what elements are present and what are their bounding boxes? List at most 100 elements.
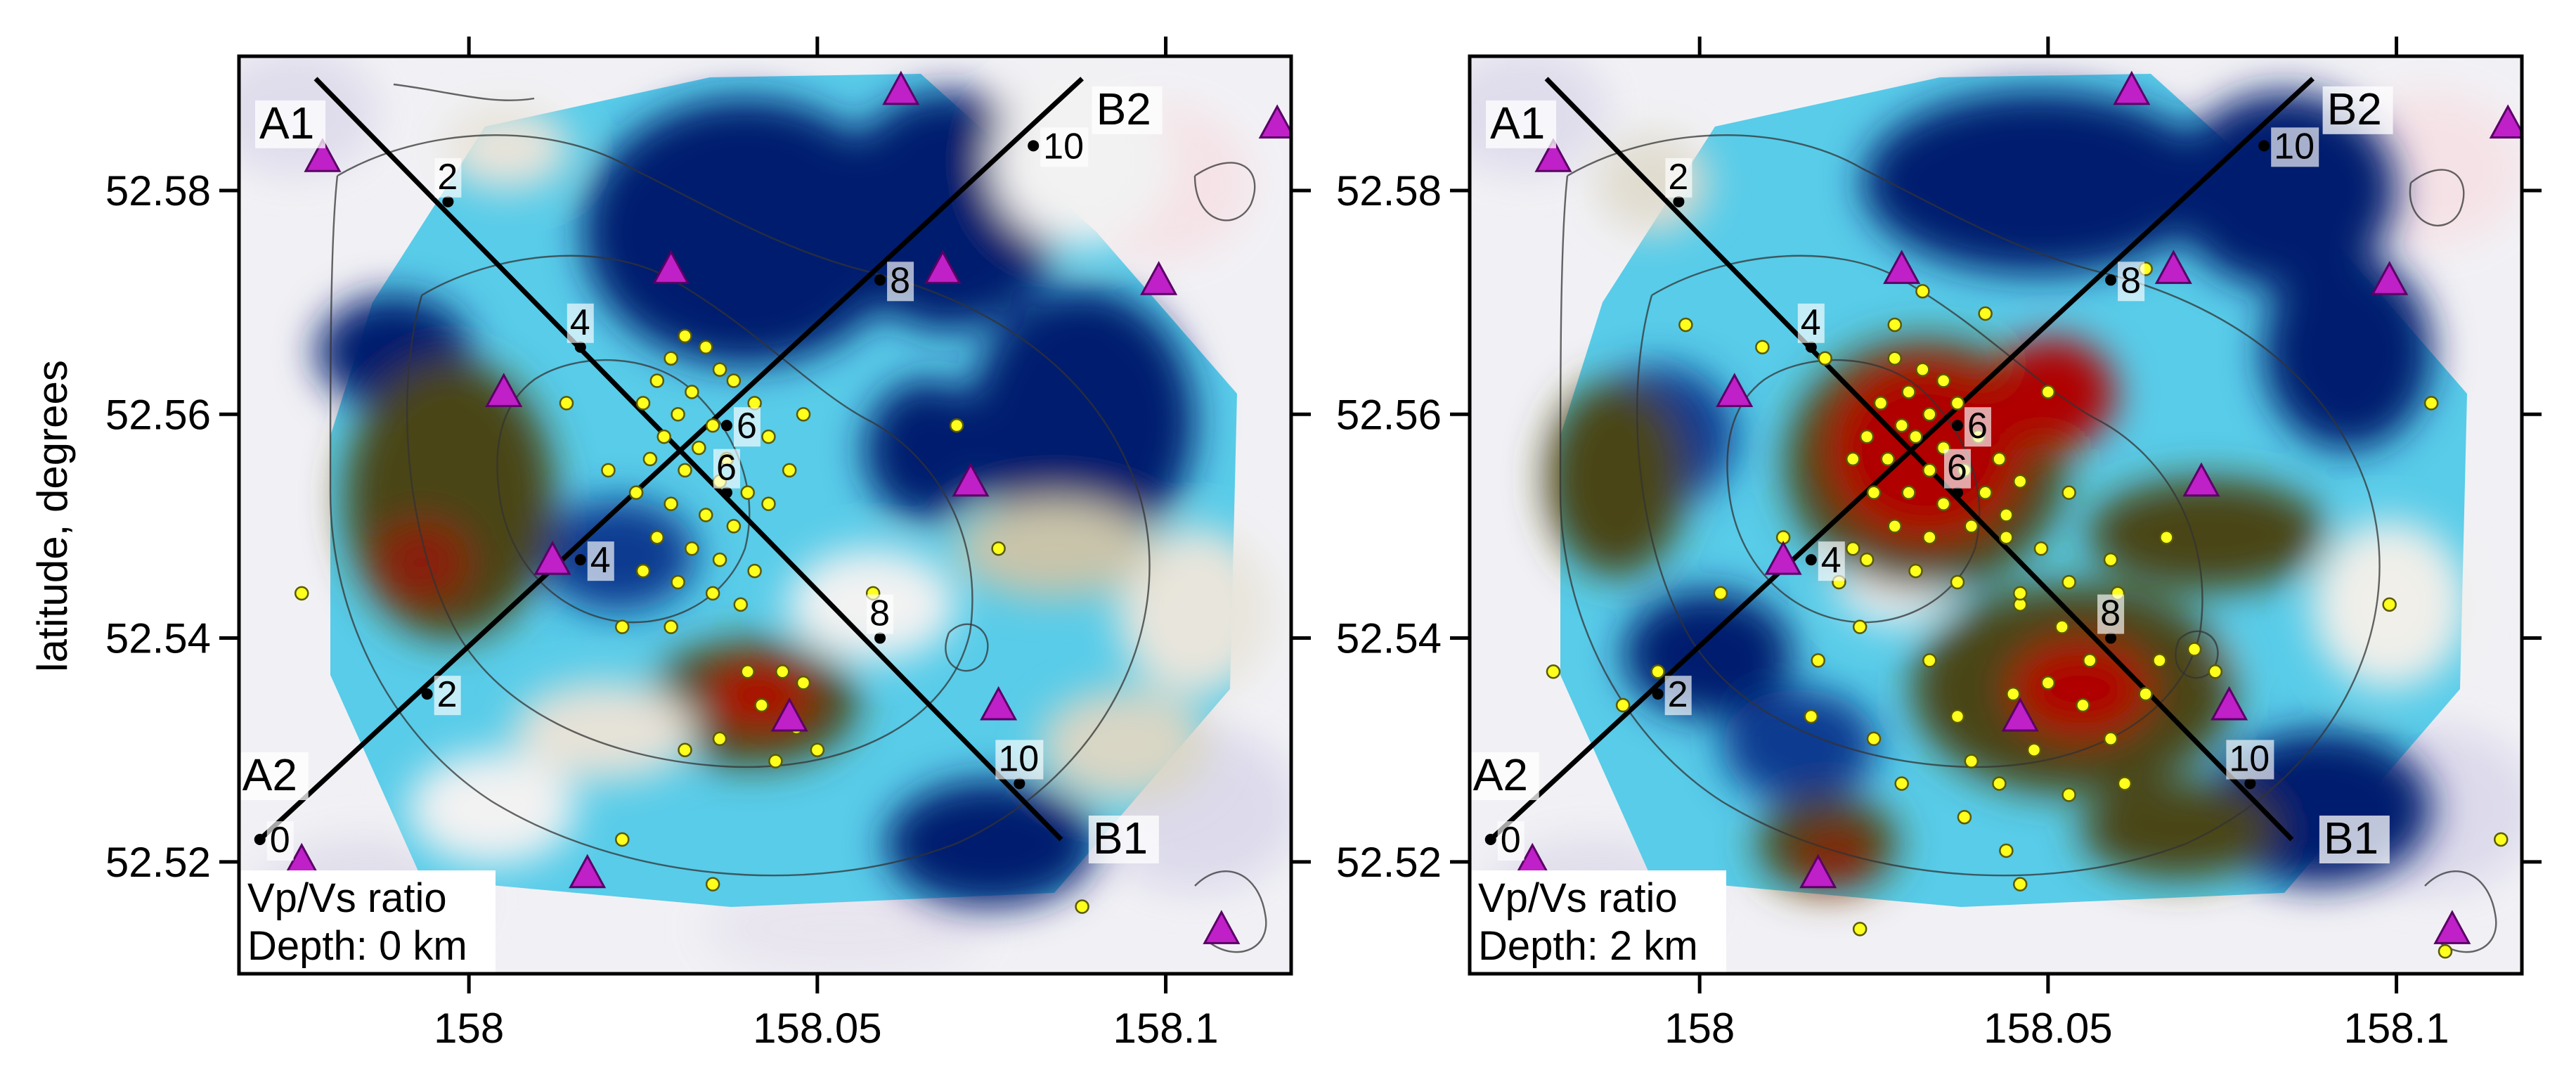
seismic-station-icon <box>952 462 990 497</box>
km-label: 8 <box>890 260 910 301</box>
km-label: 8 <box>2121 260 2141 301</box>
earthquake-dot <box>1546 664 1561 679</box>
km-label-bg <box>1664 676 1692 716</box>
seismic-station-icon <box>1203 910 1241 944</box>
km-mark-dot <box>442 195 454 207</box>
km-label-bg <box>2226 740 2274 780</box>
km-label-bg <box>1040 127 1089 167</box>
earthquake-dot <box>1957 809 1972 825</box>
earthquake-dot <box>949 418 964 433</box>
earthquake-dot <box>1887 317 1902 333</box>
earthquake-dot <box>2062 485 2076 500</box>
earthquake-dot <box>2012 877 2028 891</box>
km-label: 10 <box>998 738 1039 779</box>
km-mark-dot <box>720 487 732 498</box>
earthquake-dot <box>740 664 755 679</box>
earthquake-dot <box>1873 396 1889 411</box>
earthquake-dot <box>1901 385 1916 399</box>
seismic-station-icon <box>1258 104 1291 139</box>
km-label: 6 <box>716 448 737 489</box>
earthquake-dot <box>1713 586 1728 601</box>
profile-line-a2-b2 <box>258 77 1084 842</box>
earthquake-dot <box>664 351 678 366</box>
y-axis-title: latitude, degrees <box>29 360 76 672</box>
km-mark-dot <box>874 632 886 644</box>
earthquake-dot <box>1866 731 1882 747</box>
km-label-bg <box>587 541 614 581</box>
panel-caption: Vp/Vs ratio Depth: 0 km <box>239 870 496 974</box>
earthquake-dot <box>1901 485 1916 500</box>
earthquake-dot <box>1936 496 1951 511</box>
km-label-bg <box>1665 157 1692 198</box>
km-mark-dot <box>1014 778 1025 790</box>
tomography-field <box>1546 74 2467 907</box>
x-tick-label: 158.1 <box>1113 1005 1218 1052</box>
earthquake-dot <box>740 485 755 500</box>
earthquake-dots <box>294 328 1089 914</box>
earthquake-dot <box>1964 754 1979 768</box>
earthquake-dot <box>1999 508 2014 522</box>
profile-line-a1-b1 <box>313 77 1063 842</box>
earthquake-dot <box>2138 686 2153 702</box>
seismic-station-icon <box>1716 373 1754 407</box>
earthquake-dot <box>1887 519 1902 534</box>
x-tick-label: 158.1 <box>2343 1005 2449 1052</box>
earthquake-dot <box>2438 944 2453 959</box>
seismic-station-icon <box>2154 250 2192 284</box>
earthquake-dot <box>733 597 749 612</box>
earthquake-dot <box>761 429 776 444</box>
seismic-station-icon <box>2489 104 2522 139</box>
km-label: 6 <box>1967 406 1988 446</box>
earthquake-dot <box>1964 519 1979 534</box>
earthquake-dot <box>1852 619 1868 634</box>
earthquake-dot <box>754 697 769 713</box>
km-mark-dot <box>2258 140 2270 152</box>
earthquake-dot <box>768 754 783 768</box>
km-mark-dot <box>1805 554 1817 566</box>
earthquake-dot <box>671 574 685 590</box>
km-mark-dot <box>2244 778 2256 790</box>
earthquake-dot <box>2103 731 2118 747</box>
km-mark-dot <box>254 834 266 846</box>
earthquake-dot <box>615 832 630 847</box>
km-label: 0 <box>270 820 290 861</box>
profile-end-label-bg <box>1088 816 1159 864</box>
earthquake-dot <box>615 619 630 634</box>
earthquake-dot <box>1908 429 1923 444</box>
earthquake-dot <box>991 541 1006 556</box>
earthquake-dot <box>649 373 665 388</box>
panel-caption: Vp/Vs ratio Depth: 2 km <box>1470 870 1726 974</box>
km-label: 8 <box>2100 593 2121 634</box>
seismic-station-icon <box>1534 138 1572 172</box>
earthquake-dot <box>1804 709 1819 724</box>
x-tick-label: 158.05 <box>753 1005 882 1052</box>
x-tick-label: 158 <box>434 1005 504 1052</box>
earthquake-dot <box>712 552 727 567</box>
x-tick-label: 158.05 <box>1983 1005 2113 1052</box>
earthquake-dot <box>2012 586 2028 601</box>
earthquake-dot <box>747 563 762 579</box>
station-triangles <box>1513 70 2522 944</box>
km-mark-dot <box>1652 688 1664 700</box>
earthquake-dot <box>1922 653 1937 668</box>
panel-depth-0: 2 4 6 8 10 0 2 4 6 8 10 A1 B1 A2 B2 Vp/Vs ratio Depth… <box>105 37 1311 1052</box>
earthquake-dot <box>1887 351 1902 366</box>
profile-line-a1-b1 <box>1544 77 2294 842</box>
km-label-bg <box>733 407 760 447</box>
km-label: 6 <box>1947 448 1967 489</box>
km-label-bg <box>2271 127 2319 167</box>
earthquake-dot <box>2040 675 2056 690</box>
km-label: 10 <box>2274 126 2315 167</box>
earthquake-dot <box>698 508 713 522</box>
km-label: 2 <box>437 157 458 198</box>
km-label-bg <box>266 821 294 861</box>
km-mark-dot <box>1805 341 1817 353</box>
earthquake-dot <box>2103 552 2118 567</box>
earthquake-dot <box>1922 463 1937 478</box>
km-mark-dot <box>874 274 886 286</box>
earthquake-dot <box>2187 642 2202 657</box>
tomography-field <box>316 74 1272 907</box>
earthquake-dot <box>705 877 720 891</box>
seismic-station-icon <box>304 138 342 172</box>
km-label: 10 <box>2229 738 2270 779</box>
